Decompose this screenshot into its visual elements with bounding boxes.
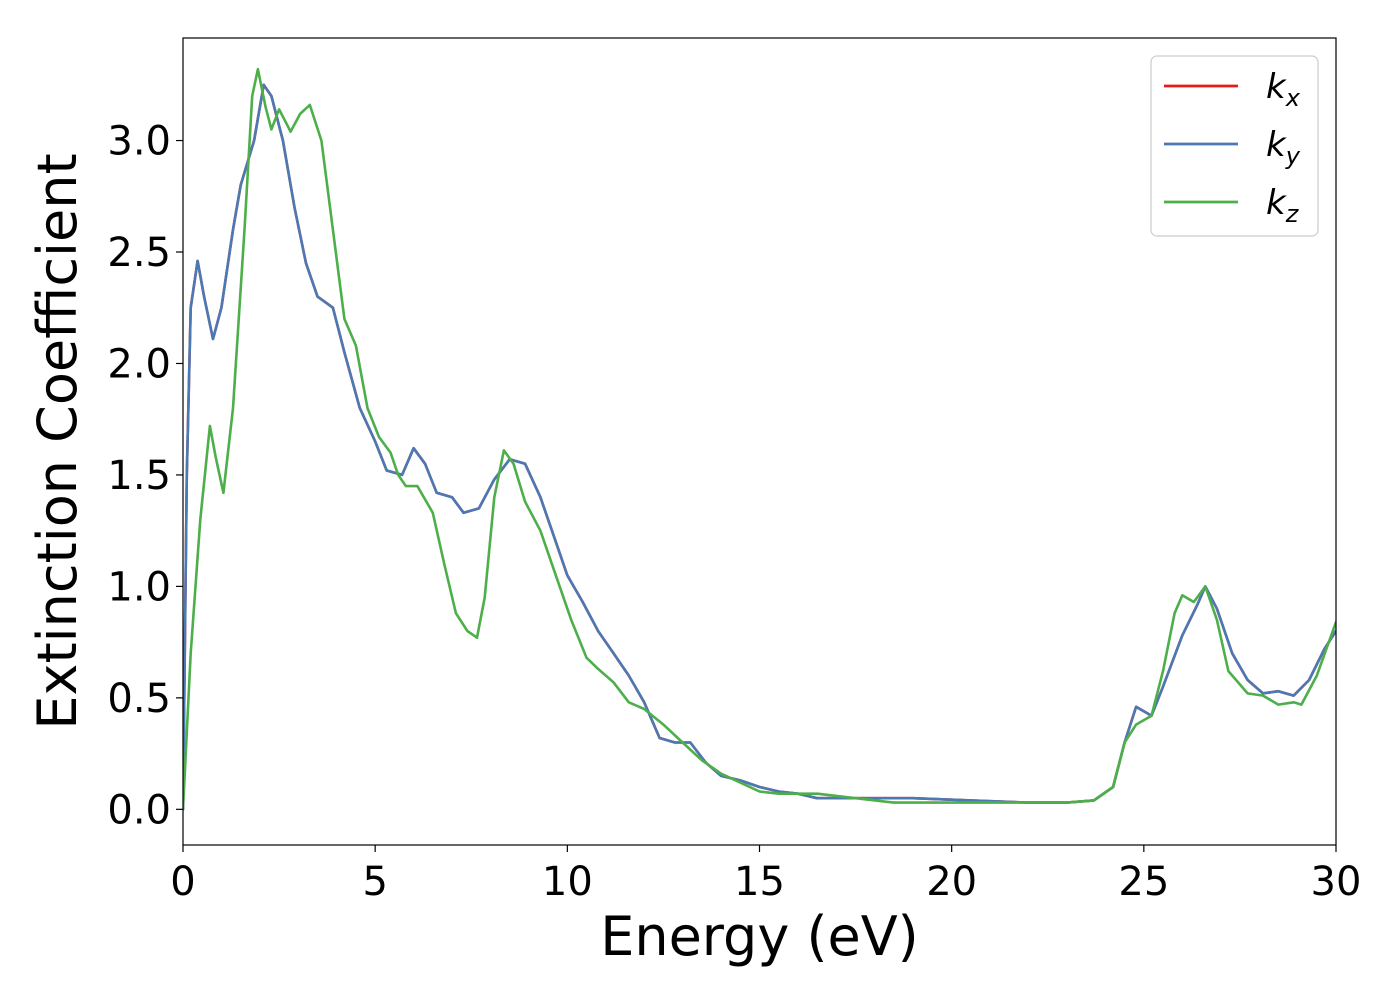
legend-label-subscript: z <box>1285 200 1300 228</box>
x-tick-label: 25 <box>1118 859 1169 905</box>
legend-label-subscript: y <box>1285 142 1301 170</box>
x-tick-label: 15 <box>734 859 785 905</box>
y-tick-label: 0.0 <box>107 787 171 833</box>
y-tick-label: 1.0 <box>107 564 171 610</box>
y-tick-label: 0.5 <box>107 676 171 722</box>
series-layer <box>183 67 1336 811</box>
y-tick-label: 1.5 <box>107 453 171 499</box>
legend-label-main: k <box>1266 183 1287 223</box>
x-tick-label: 30 <box>1311 859 1362 905</box>
legend-label-subscript: x <box>1285 84 1301 112</box>
x-tick-label: 5 <box>362 859 387 905</box>
y-tick-label: 2.5 <box>107 230 171 276</box>
x-tick-label: 0 <box>170 859 195 905</box>
x-axis-label: Energy (eV) <box>600 905 919 968</box>
legend-label-z: kz <box>1266 183 1300 228</box>
series-line-z <box>183 67 1336 811</box>
x-tick-label: 20 <box>926 859 977 905</box>
series-line-y <box>183 83 1336 811</box>
legend-label-y: ky <box>1266 125 1301 170</box>
y-tick-label: 2.0 <box>107 341 171 387</box>
legend-label-main: k <box>1266 125 1287 165</box>
x-axis: 0 5 10 15 20 25 30 <box>170 845 1361 905</box>
legend-label-main: k <box>1266 67 1287 107</box>
x-tick-label: 10 <box>542 859 593 905</box>
legend-box <box>1150 55 1319 237</box>
y-axis: 0.0 0.5 1.0 1.5 2.0 2.5 3.0 <box>107 119 183 833</box>
y-axis-label: Extinction Coefficient <box>26 153 89 729</box>
y-tick-label: 3.0 <box>107 119 171 165</box>
legend-label-x: kx <box>1266 67 1301 112</box>
